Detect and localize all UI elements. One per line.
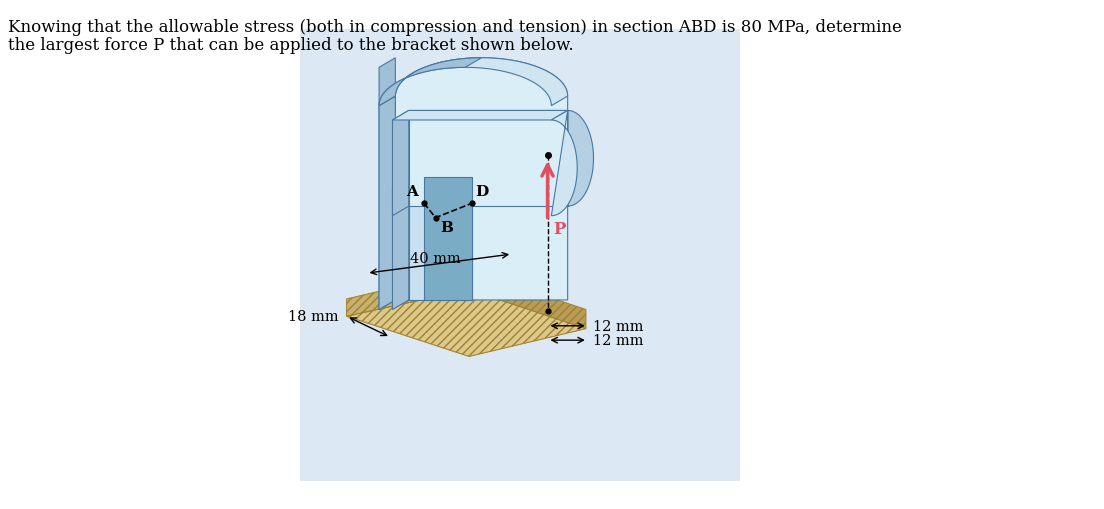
Polygon shape	[567, 111, 594, 207]
Polygon shape	[393, 178, 471, 188]
Text: 40 mm: 40 mm	[411, 251, 461, 266]
Text: A: A	[406, 185, 418, 199]
Polygon shape	[395, 97, 567, 300]
Text: D: D	[476, 185, 489, 199]
Polygon shape	[379, 59, 481, 106]
Polygon shape	[408, 111, 567, 207]
Polygon shape	[551, 111, 577, 216]
Text: 12 mm: 12 mm	[594, 319, 644, 333]
Polygon shape	[395, 59, 567, 97]
Text: 12 mm: 12 mm	[594, 333, 644, 348]
Polygon shape	[393, 111, 408, 216]
Polygon shape	[379, 97, 395, 310]
Polygon shape	[393, 111, 567, 121]
Text: 18 mm: 18 mm	[288, 309, 339, 324]
Bar	[299, 30, 740, 481]
Text: B: B	[440, 221, 454, 235]
Polygon shape	[395, 59, 567, 300]
Text: P: P	[553, 221, 565, 238]
Polygon shape	[424, 178, 471, 300]
Polygon shape	[393, 178, 408, 310]
Polygon shape	[347, 290, 586, 357]
Text: the largest force P that can be applied to the bracket shown below.: the largest force P that can be applied …	[8, 37, 573, 53]
Polygon shape	[347, 271, 469, 317]
Polygon shape	[379, 59, 395, 310]
Polygon shape	[408, 178, 471, 300]
Polygon shape	[379, 59, 567, 106]
Polygon shape	[469, 271, 586, 329]
Text: Knowing that the allowable stress (both in compression and tension) in section A: Knowing that the allowable stress (both …	[8, 18, 902, 36]
